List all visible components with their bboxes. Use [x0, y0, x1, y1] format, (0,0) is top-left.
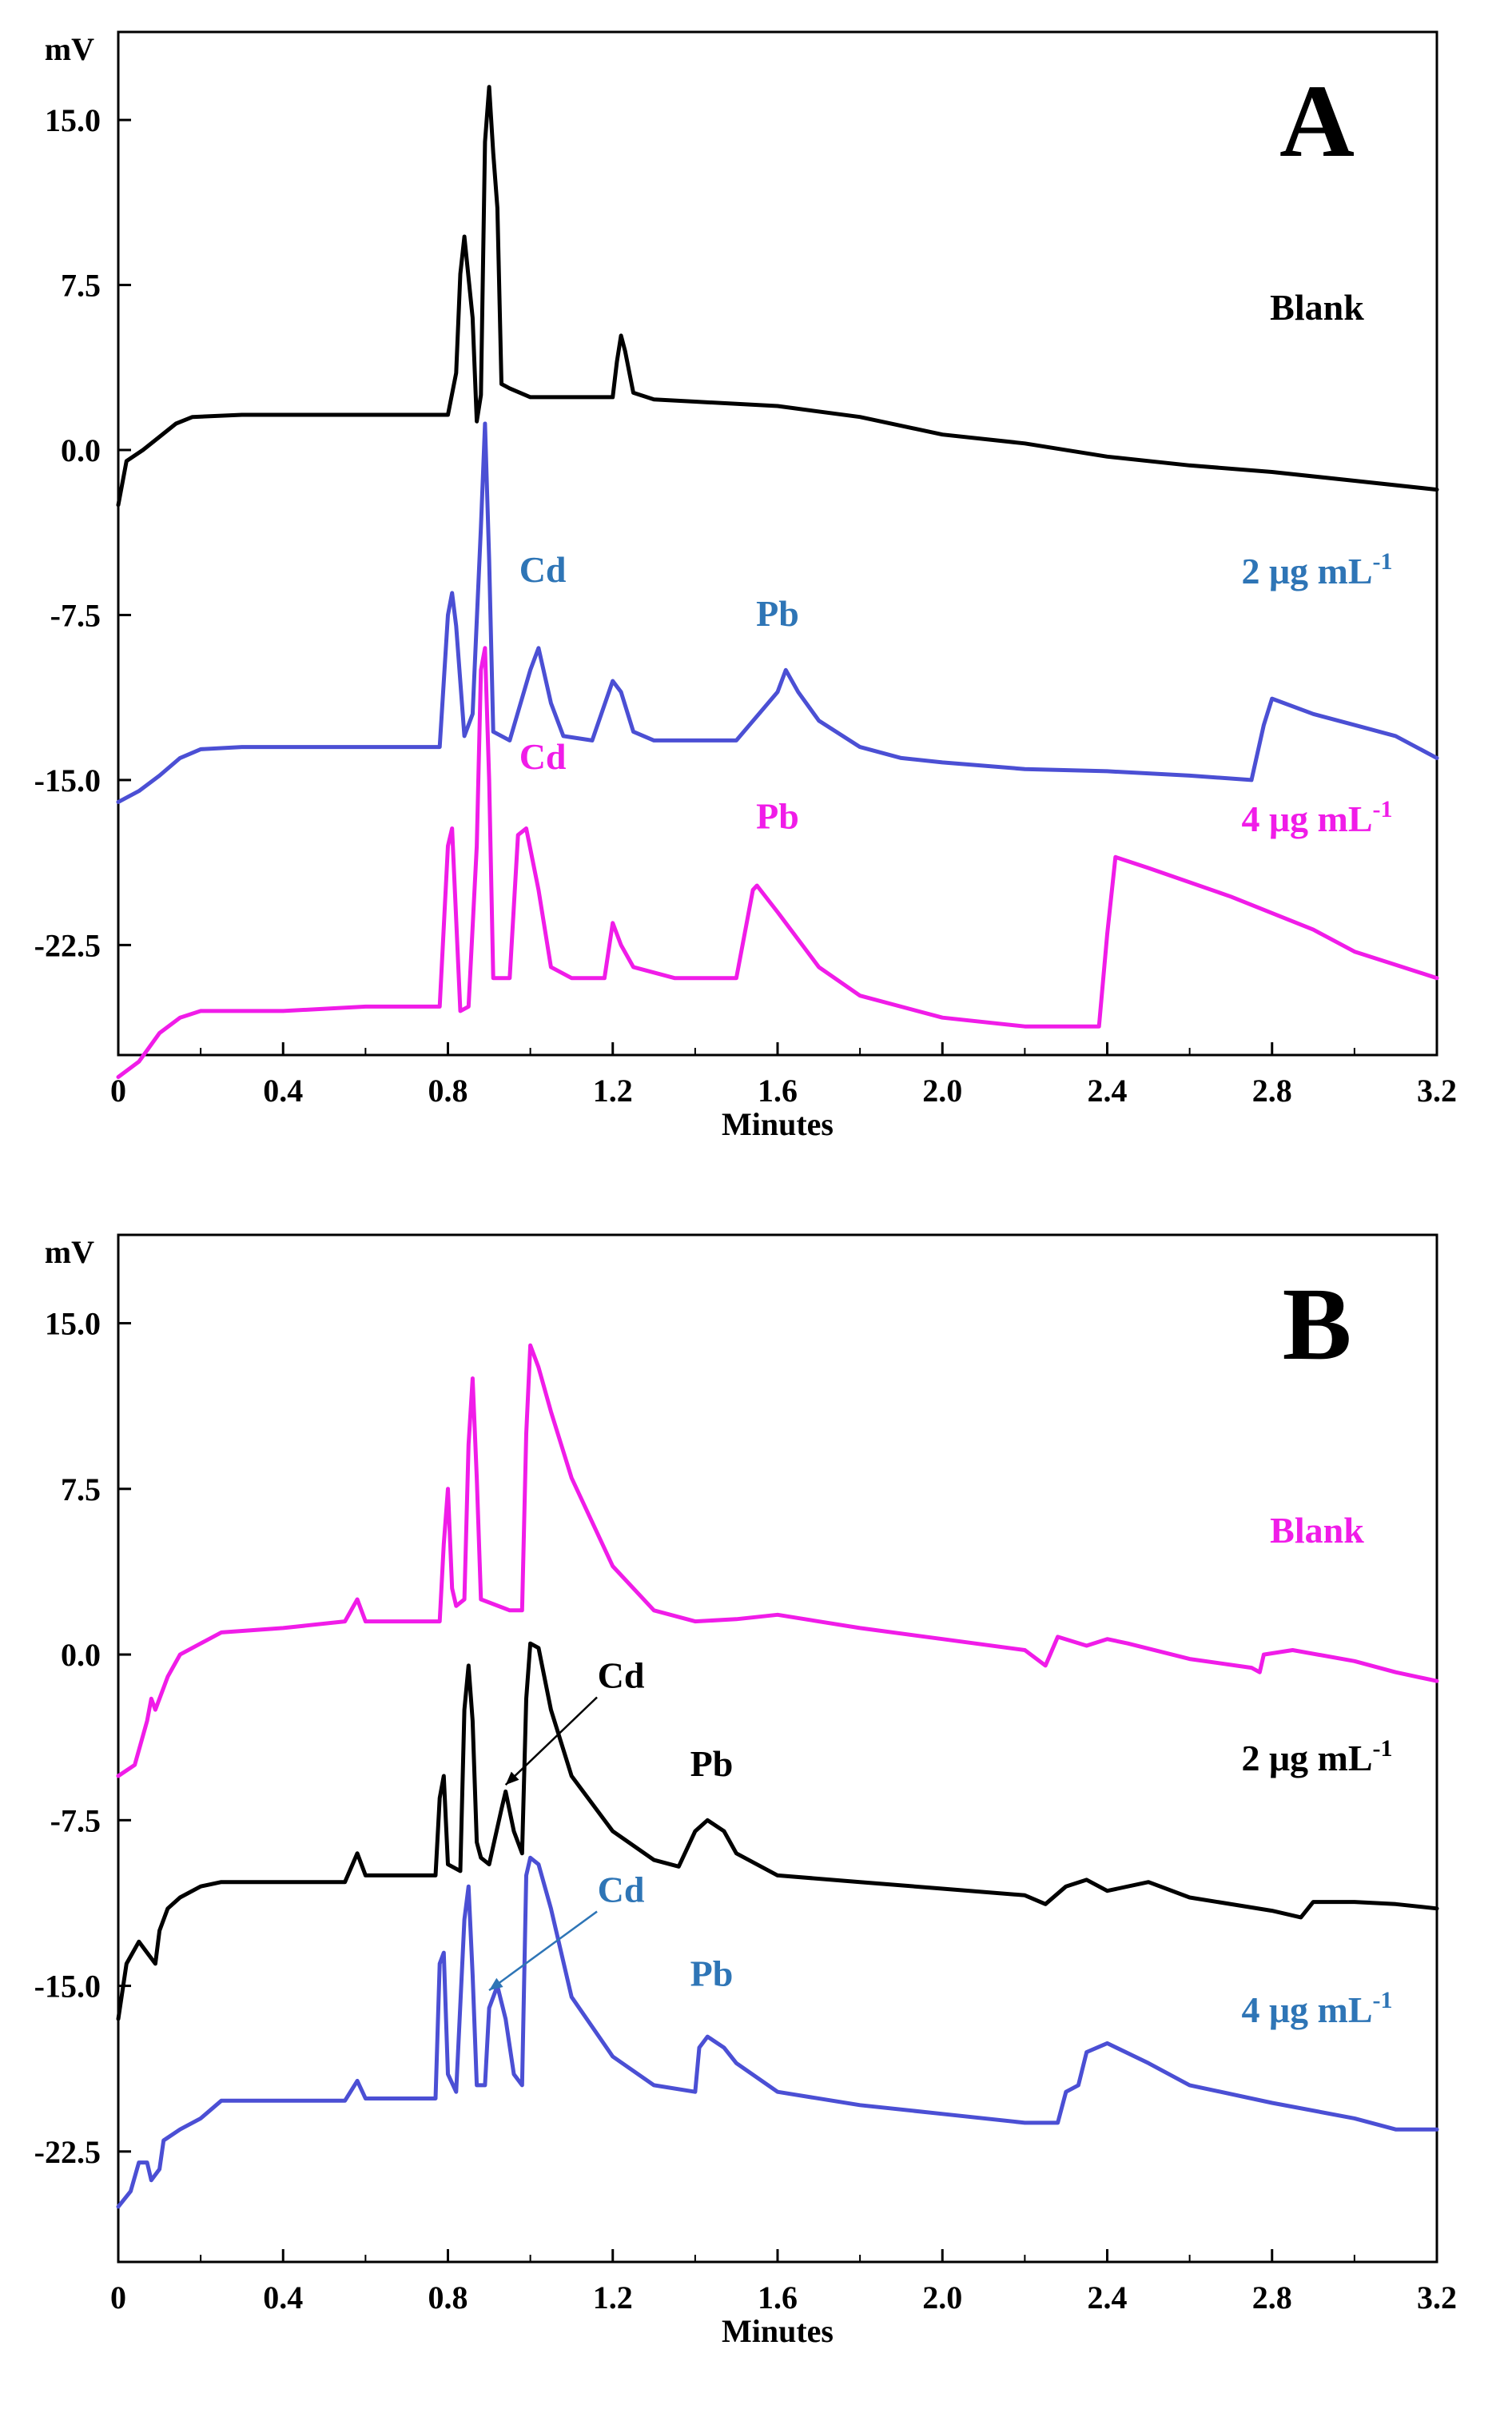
series-label: 4 μg mL-1: [1241, 1987, 1392, 2030]
y-tick-label: -15.0: [34, 1969, 101, 2005]
x-tick-label: 1.6: [758, 1073, 798, 1109]
arrow-head: [489, 1977, 503, 1991]
series-1: 2 μg mL-1 Cd Pb: [116, 1641, 1439, 2021]
y-tick-label: 15.0: [45, 1306, 101, 1342]
peak-annotation: Pb: [756, 795, 799, 836]
y-tick-label: -7.5: [50, 597, 101, 633]
series-line: [116, 1641, 1439, 2021]
series-1: 2 μg mL-1 Cd Pb: [116, 421, 1439, 804]
series-label: 2 μg mL-1: [1241, 548, 1392, 591]
x-tick-label: 0.8: [428, 2280, 468, 2315]
y-tick-label: -22.5: [34, 2134, 101, 2170]
series-label: Blank: [1270, 287, 1364, 328]
peak-annotation: Pb: [690, 1953, 734, 1994]
series-0: Blank: [116, 85, 1439, 508]
x-tick-label: 2.0: [922, 2280, 962, 2315]
annotation-arrow: [504, 1696, 598, 1786]
series-line: [116, 1855, 1439, 2209]
peak-annotation: Pb: [690, 1743, 734, 1784]
series-line: [116, 85, 1439, 508]
x-tick-label: 0: [110, 1073, 126, 1109]
x-axis-title: Minutes: [722, 2313, 834, 2349]
series-line: [116, 421, 1439, 804]
x-tick-label: 0.8: [428, 1073, 468, 1109]
series-label: 2 μg mL-1: [1241, 1735, 1392, 1778]
x-tick-label: 3.2: [1417, 2280, 1457, 2315]
x-tick-label: 0.4: [263, 2280, 303, 2315]
y-tick-label: -7.5: [50, 1802, 101, 1838]
series-2: 4 μg mL-1 Cd Pb: [116, 1855, 1439, 2209]
panel-letter: B: [1283, 1267, 1352, 1382]
plot-frame: [117, 1233, 1438, 2264]
x-tick-label: 2.4: [1088, 1073, 1128, 1109]
peak-annotation: Cd: [519, 549, 567, 590]
series-2: 4 μg mL-1 Cd Pb: [116, 646, 1439, 1079]
x-tick-label: 0: [110, 2280, 126, 2315]
series-line: [116, 1343, 1439, 1778]
peak-annotation: Pb: [756, 593, 799, 634]
peak-annotation: Cd: [519, 736, 567, 777]
y-tick-label: 7.5: [61, 1471, 101, 1507]
x-tick-label: 2.8: [1252, 2280, 1292, 2315]
x-tick-label: 3.2: [1417, 1073, 1457, 1109]
annotation-arrow: [488, 1910, 598, 1992]
x-tick-label: 1.2: [593, 2280, 633, 2315]
arrow-head: [505, 1771, 519, 1786]
y-tick-label: 0.0: [61, 432, 101, 468]
y-tick-label: 7.5: [61, 268, 101, 304]
peak-annotation: Cd: [598, 1655, 645, 1696]
y-axis-title: mV: [45, 1234, 94, 1270]
panel-letter: A: [1279, 64, 1355, 179]
x-tick-label: 2.8: [1252, 1073, 1292, 1109]
series-label: 4 μg mL-1: [1241, 796, 1392, 839]
y-tick-label: 15.0: [45, 102, 101, 138]
x-axis-title: Minutes: [722, 1106, 834, 1142]
x-tick-label: 2.0: [922, 1073, 962, 1109]
x-tick-label: 1.6: [758, 2280, 798, 2315]
y-axis-title: mV: [45, 31, 94, 67]
series-0: Blank: [116, 1343, 1439, 1778]
x-tick-label: 0.4: [263, 1073, 303, 1109]
y-tick-label: 0.0: [61, 1637, 101, 1673]
y-tick-label: -22.5: [34, 927, 101, 963]
x-tick-label: 1.2: [593, 1073, 633, 1109]
panel-a: 15.0 7.5 0.0 -7.5 -15.0 -22.5 mV 0 0.4 0.8 1.2 1.6 2…: [34, 30, 1457, 1142]
series-line: [116, 646, 1439, 1079]
peak-annotation: Cd: [598, 1869, 645, 1910]
panel-b: 15.0 7.5 0.0 -7.5 -15.0 -22.5 mV 0 0.4 0.8 1.2 1.6 2…: [34, 1233, 1457, 2349]
y-tick-label: -15.0: [34, 763, 101, 798]
series-label: Blank: [1270, 1510, 1364, 1551]
x-tick-label: 2.4: [1088, 2280, 1128, 2315]
